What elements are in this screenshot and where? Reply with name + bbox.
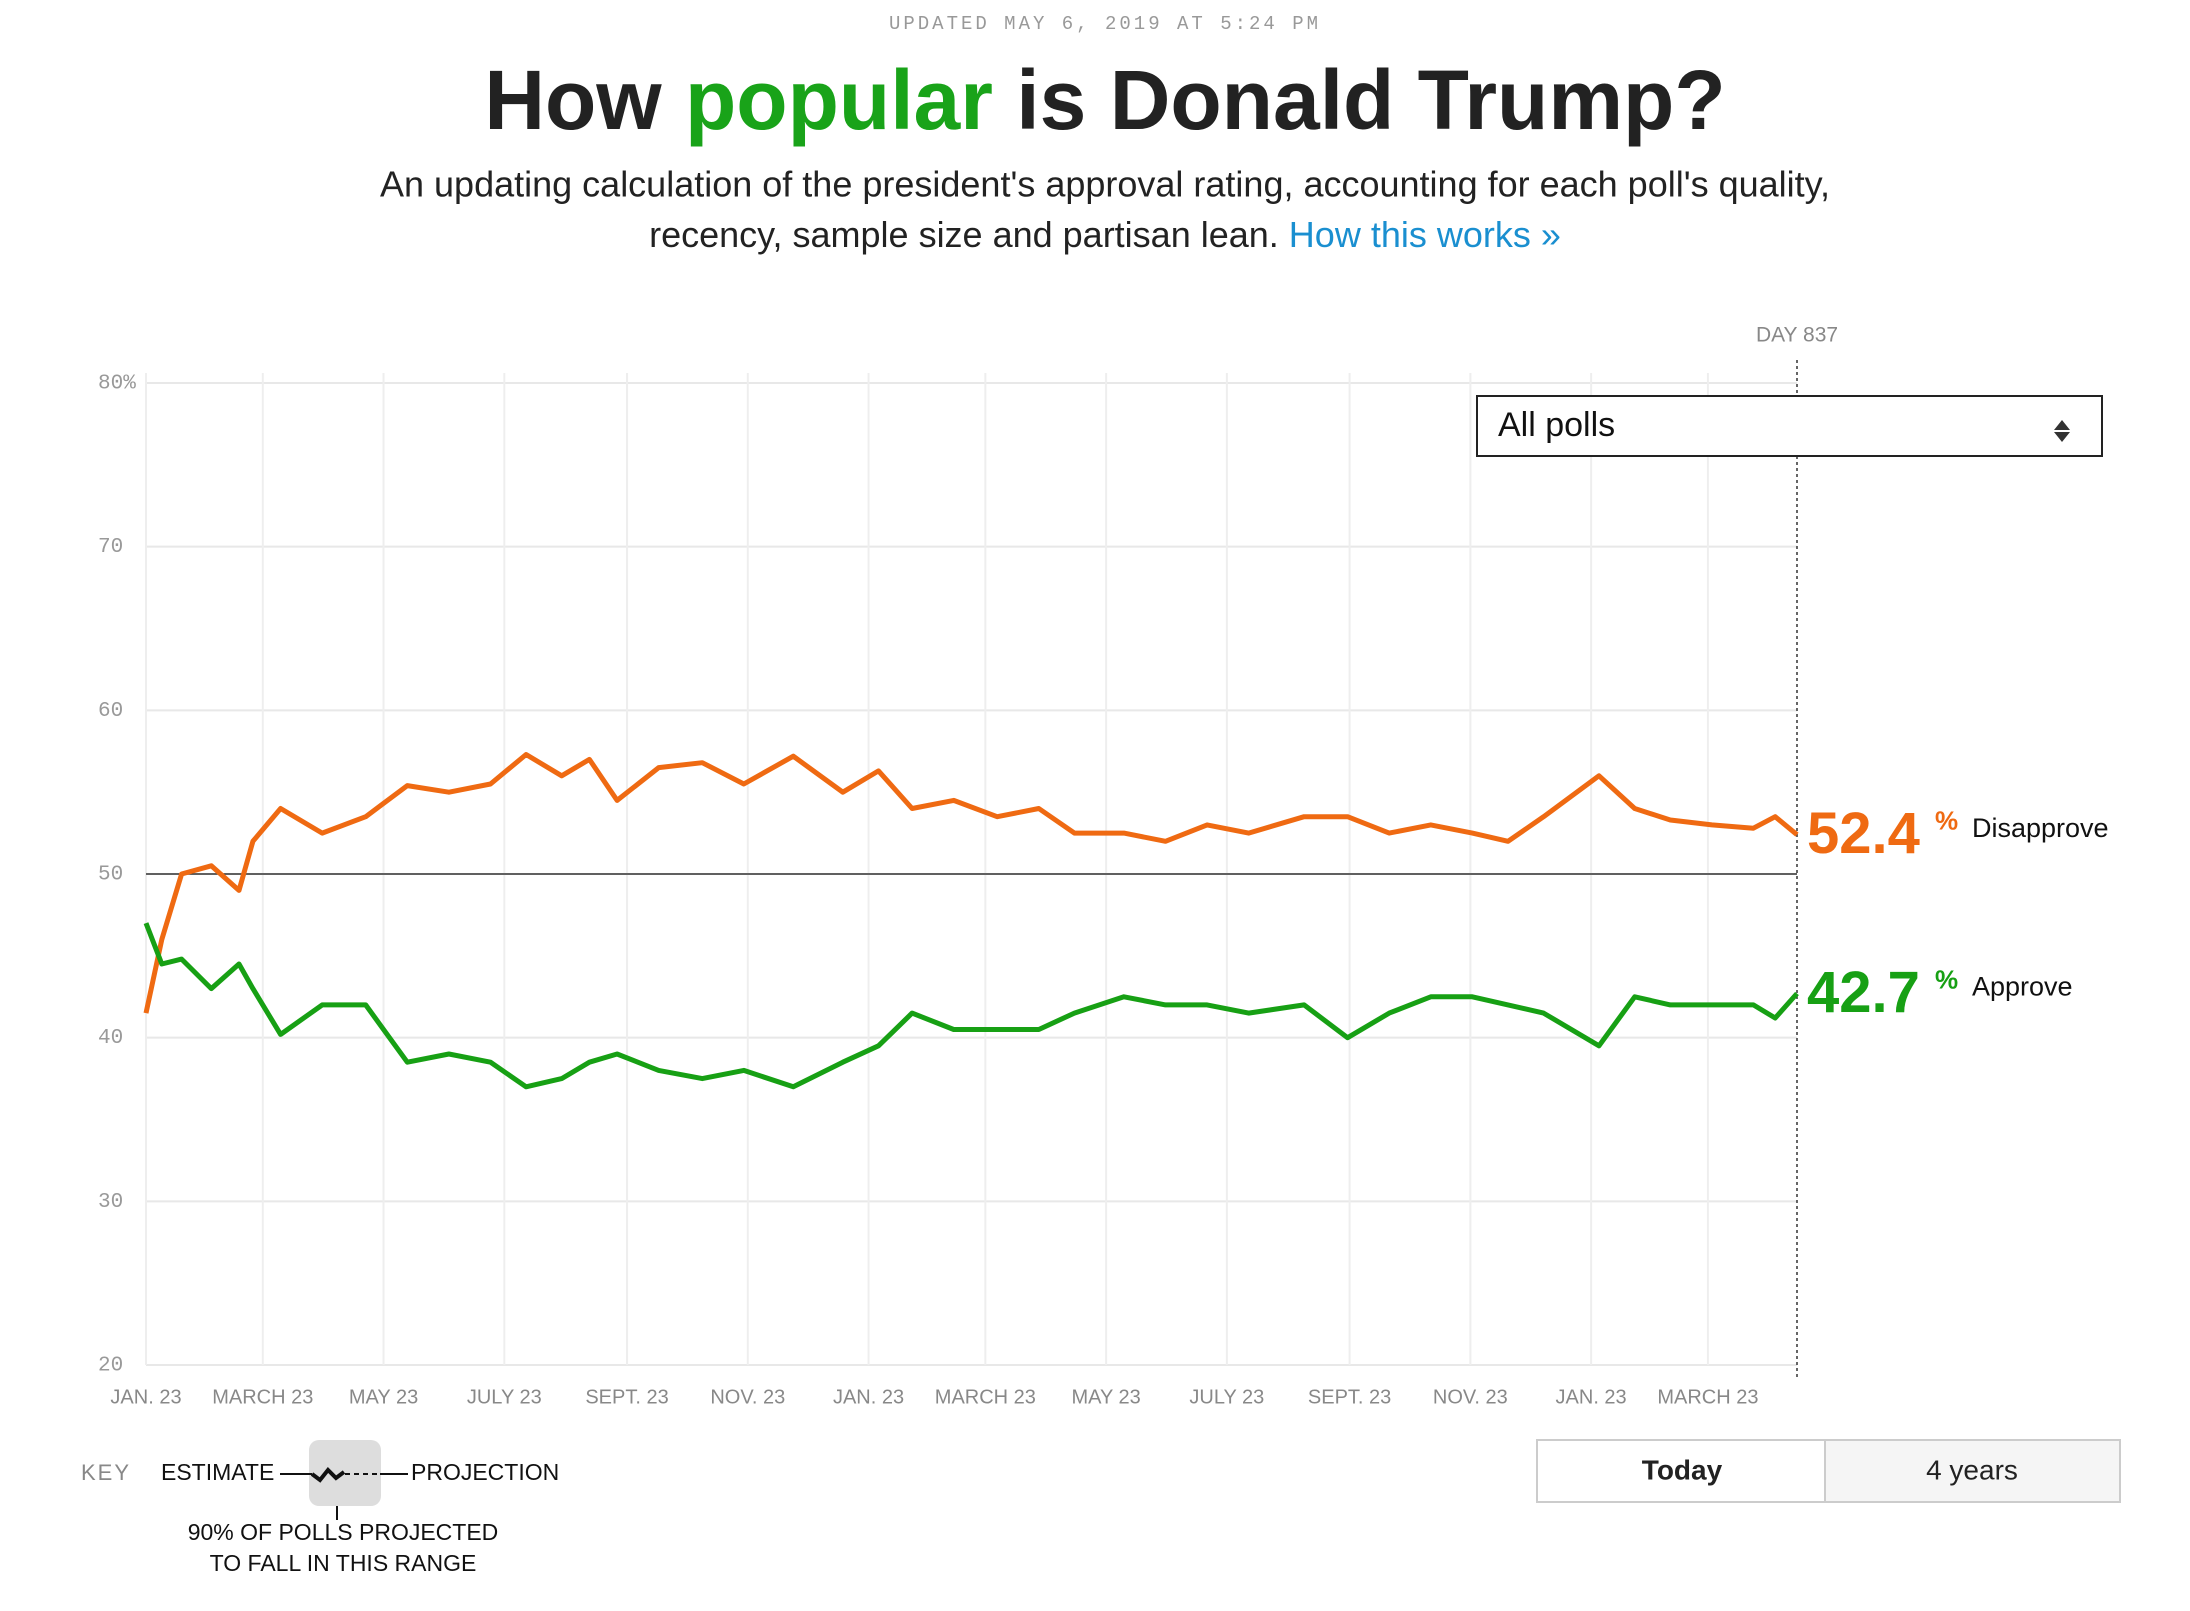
today-button[interactable] (1538, 1441, 1825, 1501)
dropdown-arrows (2054, 420, 2070, 442)
series-line (143, 752, 1799, 1014)
x-tick-label: JAN. 23 (833, 1386, 904, 1408)
value-unit: % (1935, 806, 1958, 836)
series-line (143, 922, 1799, 1090)
value-unit: % (1935, 964, 1958, 994)
x-tick-label: SEPT. 23 (1308, 1386, 1391, 1408)
x-tick-label: NOV. 23 (710, 1386, 785, 1408)
button-label[interactable]: 4 years (1926, 1454, 2018, 1485)
x-tick-label: JULY 23 (467, 1386, 542, 1408)
x-tick-label: MARCH 23 (212, 1386, 313, 1408)
subtitle-text: recency, sample size and partisan lean. (649, 214, 1289, 255)
how-it-works-link[interactable]: How this works » (1289, 214, 1561, 255)
current-value: 52.4 (1807, 801, 1920, 866)
x-tick-label: NOV. 23 (1433, 1386, 1508, 1408)
y-tick-label: 80% (98, 373, 136, 396)
x-tick-label: JULY 23 (1189, 1386, 1264, 1408)
plot: 20 30 40 50 60 70 80% JAN. 23 MARCH 23 MAY 23 JULY… (98, 324, 2109, 1409)
y-tick-label: 20 (98, 1355, 123, 1378)
x-tick-label: MARCH 23 (1657, 1386, 1758, 1408)
y-tick-label: 50 (98, 864, 123, 887)
updated-time: UPDATED MAY 6, 2019 AT 5:24 PM (889, 13, 1321, 35)
y-tick-label: 70 (98, 536, 123, 559)
key-label: KEY (81, 1460, 131, 1485)
key-range-text: 90% OF POLLS PROJECTED (188, 1519, 499, 1545)
key-estimate-line (310, 1467, 346, 1483)
subtitle: recency, sample size and partisan lean. … (649, 214, 1561, 255)
title: How popular is Donald Trump? (484, 53, 1725, 147)
title-highlight: popular (685, 53, 993, 147)
poll-dropdown[interactable] (1476, 395, 2103, 457)
x-tick-label: MAY 23 (1071, 1386, 1140, 1408)
x-tick-label: JAN. 23 (110, 1386, 181, 1408)
x-tick-label: JAN. 23 (1556, 1386, 1627, 1408)
title-text: is Donald Trump? (993, 53, 1726, 147)
subtitle: An updating calculation of the president… (380, 164, 1830, 205)
y-tick-label: 60 (98, 700, 123, 723)
title-text: How (484, 53, 685, 147)
legend-label: Disapprove (1972, 813, 2109, 843)
current-value: 42.7 (1807, 960, 1920, 1025)
day-marker-label: DAY 837 (1756, 324, 1838, 347)
x-tick-label: MAY 23 (349, 1386, 418, 1408)
x-tick-label: SEPT. 23 (585, 1386, 668, 1408)
key-projection: PROJECTION (411, 1459, 559, 1485)
legend-label: Approve (1972, 972, 2073, 1002)
y-tick-label: 30 (98, 1191, 123, 1214)
dropdown-text: All polls (1498, 406, 1615, 444)
x-tick-label: MARCH 23 (935, 1386, 1036, 1408)
key: KEY ESTIMATE PROJECTION 90% OF POLLS PRO… (81, 1440, 559, 1576)
key-range-text: TO FALL IN THIS RANGE (210, 1550, 477, 1576)
button-label[interactable]: Today (1642, 1454, 1723, 1485)
key-estimate: ESTIMATE (161, 1459, 274, 1485)
y-tick-label: 40 (98, 1027, 123, 1050)
